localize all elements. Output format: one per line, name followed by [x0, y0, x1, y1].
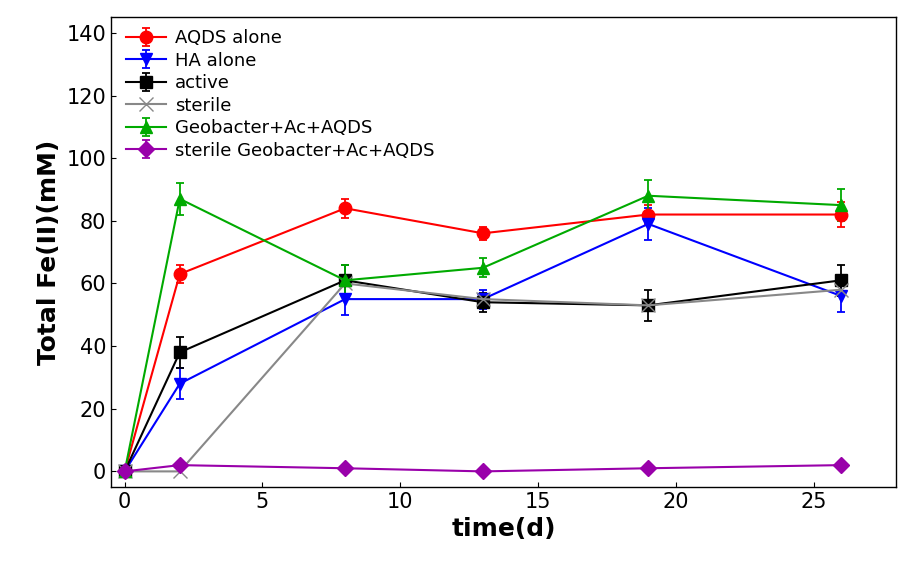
Y-axis label: Total Fe(II)(mM): Total Fe(II)(mM)	[37, 139, 61, 365]
X-axis label: time(d): time(d)	[451, 517, 556, 541]
Legend: AQDS alone, HA alone, active, sterile, Geobacter+Ac+AQDS, sterile Geobacter+Ac+A: AQDS alone, HA alone, active, sterile, G…	[118, 22, 442, 167]
